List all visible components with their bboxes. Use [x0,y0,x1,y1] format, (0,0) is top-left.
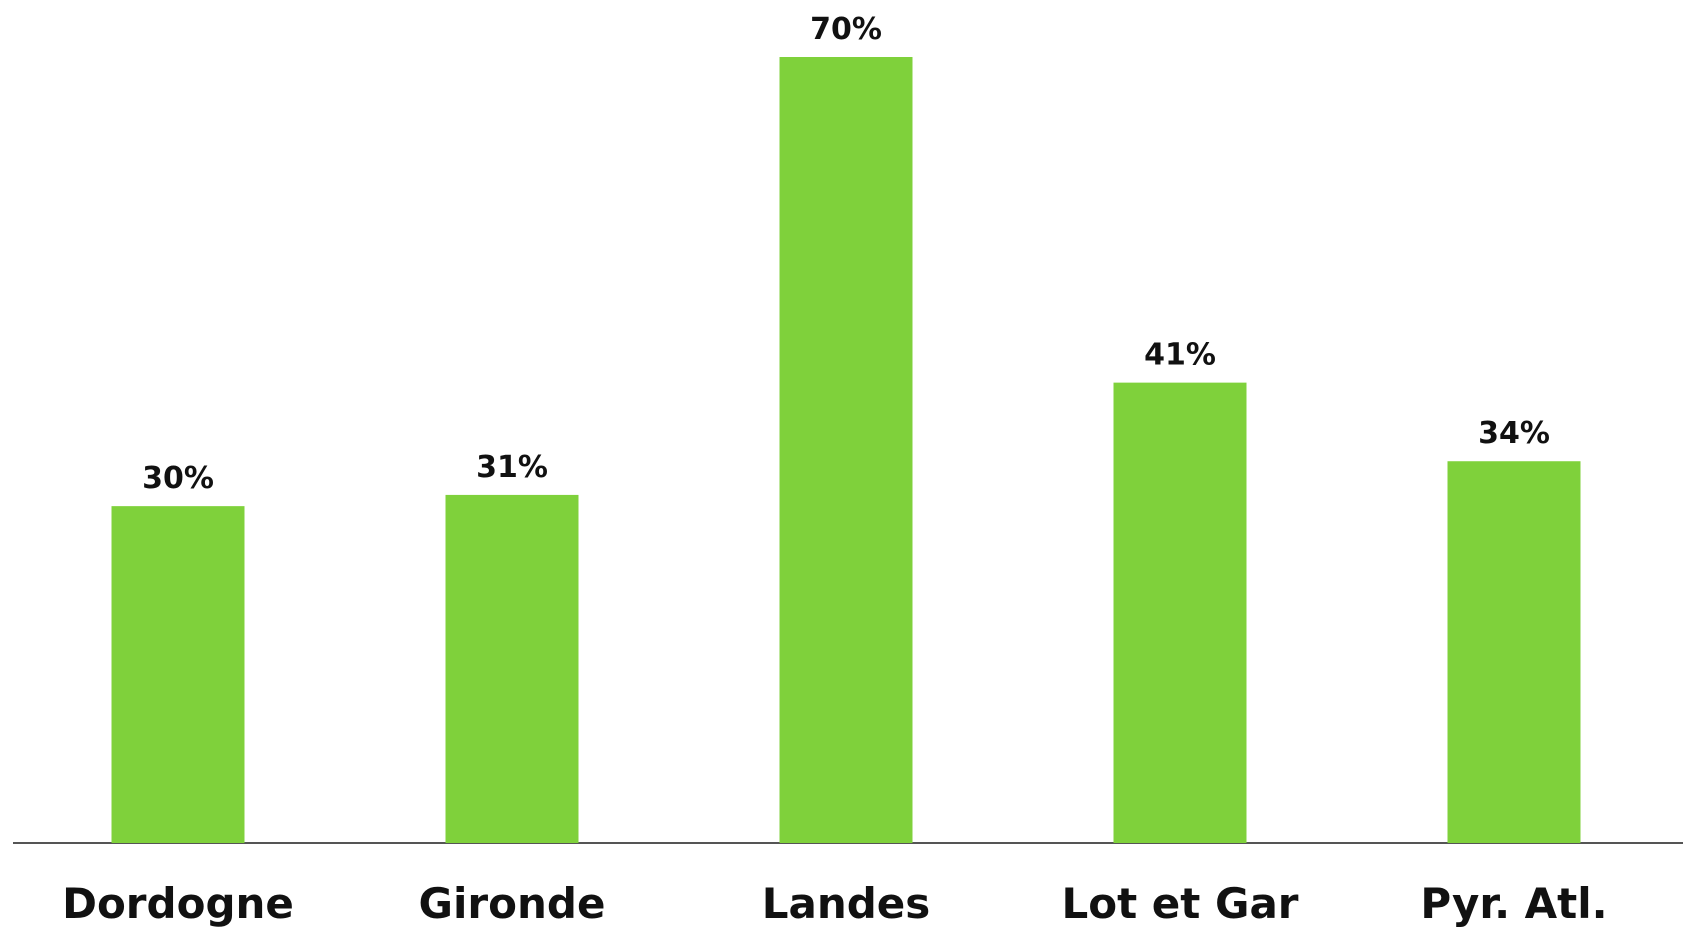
x-tick-label: Dordogne [62,879,294,928]
value-label: 41% [1144,338,1216,373]
value-label: 70% [810,12,882,47]
bar [445,494,579,843]
value-label: 31% [476,450,548,485]
x-tick-label: Pyr. Atl. [1420,879,1607,928]
bar [779,57,913,843]
bar [1447,461,1581,843]
x-tick-label: Gironde [419,879,606,928]
x-tick-label: Landes [762,879,931,928]
bar [111,506,245,843]
x-tick-label: Lot et Gar [1061,879,1298,928]
bar [1113,382,1247,843]
value-label: 34% [1478,416,1550,451]
value-label: 30% [142,461,214,496]
